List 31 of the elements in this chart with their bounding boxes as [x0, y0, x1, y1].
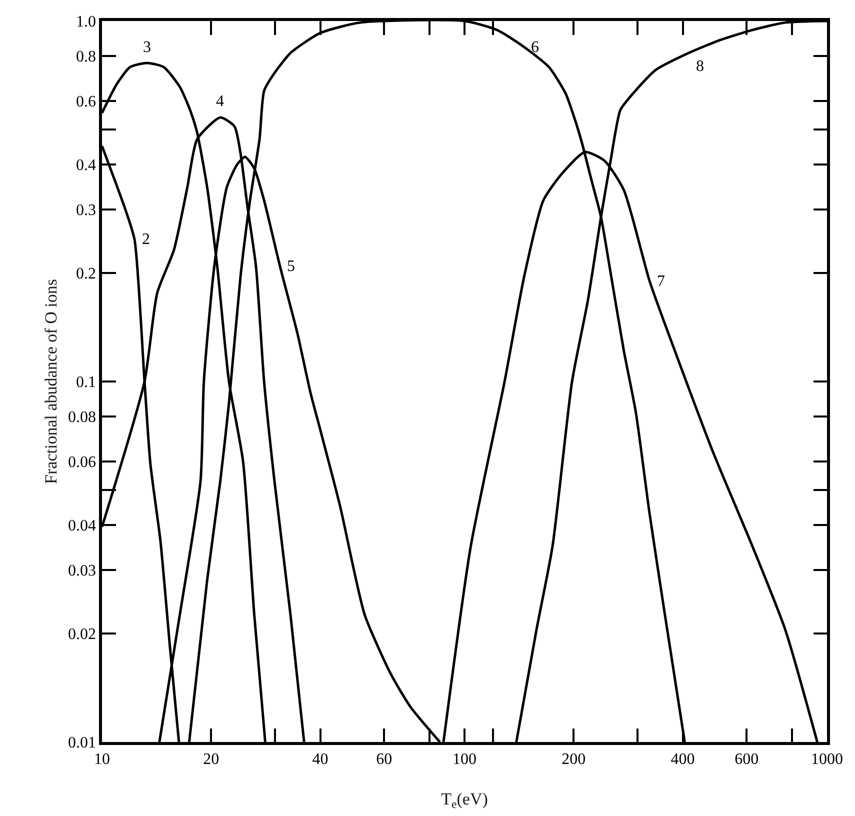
y-tick-label: 0.06 [68, 454, 96, 472]
series-label: 2 [142, 231, 150, 248]
series-label: 5 [287, 258, 295, 275]
y-tick-label: 0.6 [76, 94, 96, 111]
y-tick-label: 0.3 [76, 202, 96, 220]
series-label: 4 [216, 93, 224, 110]
x-tick-label: 20 [203, 750, 220, 768]
y-tick-label: 0.8 [76, 48, 96, 66]
x-tick-label: 100 [452, 750, 476, 768]
x-tick-label: 200 [562, 750, 586, 768]
y-tick-label: 0.08 [68, 409, 96, 426]
y-tick-label: 0.01 [68, 734, 96, 752]
y-tick-label: 0.02 [68, 626, 96, 644]
y-tick-label: 0.2 [76, 266, 96, 283]
series-label: 3 [143, 39, 151, 56]
x-tick-label: 600 [734, 750, 759, 768]
y-axis-title: Fractional abudance of O ions [42, 279, 60, 484]
y-tick-label: 0.04 [68, 518, 96, 535]
x-tick-label: 40 [312, 750, 328, 768]
x-tick-label: 1000 [811, 750, 843, 768]
series-label: 8 [696, 58, 704, 75]
x-tick-label: 400 [670, 750, 695, 768]
x-tick-label: 10 [94, 750, 110, 768]
y-tick-label: 0.4 [76, 157, 96, 174]
series-label: 6 [531, 39, 539, 56]
series-label: 7 [657, 273, 665, 290]
y-tick-label: 1.0 [76, 14, 96, 31]
y-tick-label: 0.03 [68, 562, 96, 580]
x-tick-label: 60 [376, 750, 392, 768]
y-tick-label: 0.1 [76, 374, 96, 392]
x-axis-title: T$_{e}$(eV) [441, 790, 488, 812]
